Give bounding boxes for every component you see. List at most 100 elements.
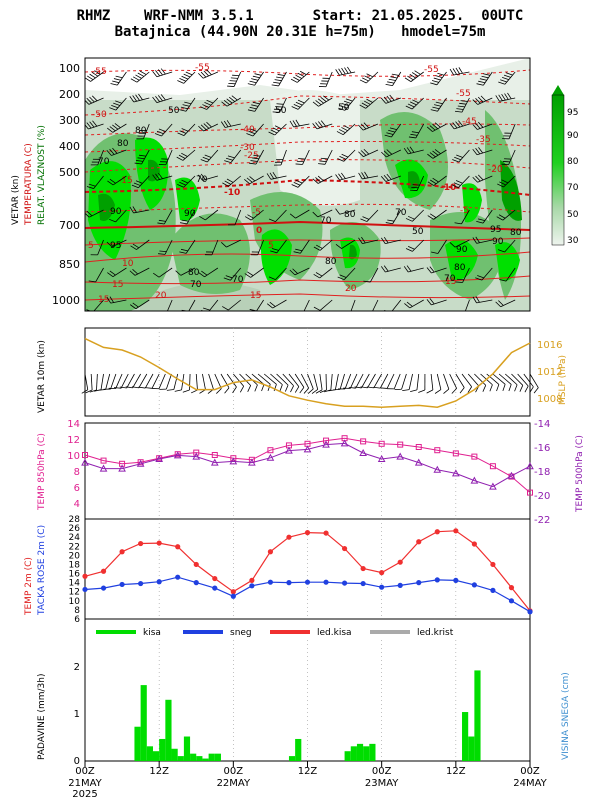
t500-point [285, 446, 293, 454]
wind-barb [317, 209, 333, 218]
wind-barb-feather [481, 75, 489, 79]
t2m-point [416, 539, 422, 545]
precip-bar [462, 712, 469, 761]
rh-label: 70 [395, 208, 407, 218]
wind-barb-feather [272, 111, 280, 113]
t500-point [470, 476, 479, 484]
td2m-point [341, 580, 348, 586]
legend-ice-crystals: led.krist [417, 628, 454, 638]
mslp-axis: 1016 1012 1008 [537, 340, 562, 405]
wind-barb [195, 373, 198, 390]
wind-barb-feather [109, 107, 117, 111]
wind-barb [111, 239, 127, 248]
wind-barb-feather [86, 97, 92, 104]
wind-barb-feather [430, 109, 438, 112]
wind-barb-feather [391, 73, 399, 76]
t850-point [82, 452, 88, 458]
wind-barb-feather [284, 384, 289, 392]
wind-barb-feather [177, 132, 185, 136]
wind-barb-feather [402, 389, 410, 392]
wind-barb-feather [125, 386, 133, 389]
t500-point [433, 465, 442, 473]
temp2m-label: TEMP 2m (C) [24, 557, 34, 616]
wind-barb-feather [113, 102, 120, 106]
rh-label: 50 [412, 227, 424, 237]
isotherm-label: -30 [240, 143, 255, 153]
precip-panel: kisa sneg led.kisa led.krist 2 1 0 PADAV… [37, 618, 571, 767]
wind-barb-feather [176, 156, 184, 161]
wind-barb-feather [477, 275, 484, 279]
wind-barb-feather [333, 388, 341, 391]
wind-barb-feather [312, 178, 319, 184]
wind-barb-feather [454, 110, 462, 113]
rh-label: 80 [135, 126, 147, 136]
wind-barb-feather [380, 97, 387, 104]
wind-barb-feather [434, 104, 442, 107]
wind-barb [282, 373, 294, 387]
wind-barb-feather [86, 75, 94, 81]
wind-barb-feather [472, 148, 478, 155]
wind-barb-feather [198, 125, 204, 132]
wind-barb-feather [449, 68, 455, 76]
wind-barb-feather [114, 123, 121, 128]
wind-barb-feather [313, 246, 321, 251]
wind-barb-feather [478, 80, 486, 84]
wind-barb-feather [180, 313, 187, 314]
wind-barb [188, 299, 196, 311]
wind-barb-feather [88, 183, 96, 187]
wind-barb-feather [364, 75, 371, 80]
wind-barb-feather [437, 72, 445, 76]
wind-barb-feather [380, 266, 386, 273]
wind-barb-feather [472, 176, 478, 183]
wind-barb-feather [266, 303, 273, 309]
isotherm-label: -55 [195, 63, 210, 73]
wind-barb-feather [137, 157, 145, 160]
wind-barb [189, 373, 191, 391]
pressure-tick: 400 [59, 140, 80, 153]
wind-barb-feather [216, 388, 222, 394]
t2m-point [471, 541, 477, 547]
rh-shading [85, 58, 530, 311]
wind-barb-feather [477, 96, 484, 103]
t850-point [471, 453, 478, 460]
wind-barb [158, 373, 166, 389]
wind-barb [115, 373, 123, 389]
wind-barb-feather [152, 96, 158, 103]
wind-barb-feather [155, 70, 161, 77]
wind-barb-feather [476, 220, 484, 224]
wind-barb-feather [338, 68, 343, 75]
wind-barb [180, 267, 196, 276]
temp850-tick: 12 [67, 435, 80, 446]
wind-barb-feather [454, 222, 462, 225]
legend-rain: kisa [143, 628, 161, 638]
wind-barb-feather [136, 160, 144, 162]
wind-barb-feather [426, 267, 432, 274]
rh-label: 80 [344, 210, 356, 220]
t500-point [248, 458, 256, 466]
wind-barb-feather [407, 103, 415, 108]
wind-barb-feather [363, 148, 370, 155]
wind-barb-feather [175, 270, 182, 276]
wind-barb [350, 299, 356, 311]
t850-point [211, 452, 218, 458]
mslp-axis-label: MSLP (hPa) [558, 355, 568, 405]
wind-barb-feather [249, 162, 257, 165]
t500-point [173, 451, 182, 459]
t850-point [100, 457, 107, 464]
td2m-point [119, 581, 125, 588]
wind-barb-feather [381, 237, 386, 244]
rh-colorbar: 95 90 80 70 50 30 [551, 85, 579, 246]
wind-barb-feather [183, 73, 191, 78]
wind-barb-feather [320, 157, 328, 160]
wind-barb [386, 373, 395, 389]
wind-barb-feather [360, 218, 368, 222]
wind-barb-feather [181, 75, 189, 80]
wind-barb-feather [112, 80, 120, 84]
wind-barb-feather [109, 218, 116, 223]
wind-barb-feather [458, 67, 463, 74]
wind-barb-feather [269, 172, 275, 179]
wind-barb-feather [289, 269, 296, 276]
wind-barb [455, 373, 465, 388]
wind-barb-feather [178, 154, 186, 159]
t500-point [414, 458, 423, 466]
